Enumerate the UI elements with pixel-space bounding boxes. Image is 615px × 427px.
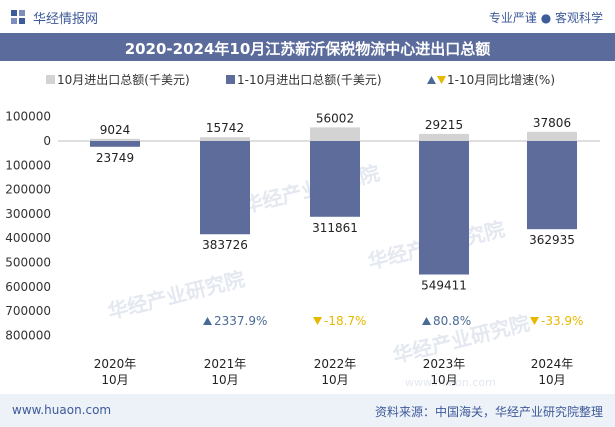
bar-cumulative: [419, 141, 469, 275]
legend-up-triangle-icon: [427, 76, 436, 84]
growth-up-triangle-icon: [203, 317, 212, 325]
brand-name: 华经情报网: [33, 12, 99, 27]
legend-label-growth: 1-10月同比增速(%): [447, 73, 555, 87]
bar-cumulative: [527, 141, 577, 230]
legend-label-month: 10月进出口总额(千美元): [57, 73, 190, 87]
data-label-month: 9024: [100, 123, 131, 137]
y-tick-label: 700000: [5, 304, 51, 318]
watermark-url: www.huaon.com: [405, 376, 496, 389]
chart-area: 华经产业研究院华经产业研究院华经产业研究院华经产业研究院www.huaon.co…: [5, 73, 600, 389]
bar-month: [419, 133, 469, 141]
data-label-month: 29215: [425, 118, 463, 132]
data-label-month: 15742: [206, 121, 244, 135]
y-tick-label: 800000: [5, 328, 51, 342]
data-label-cumulative: 549411: [421, 279, 467, 293]
legend-swatch-month: [46, 75, 55, 84]
y-tick-label: 100000: [5, 158, 51, 172]
y-tick-label: 100000: [5, 110, 51, 124]
data-label-month: 37806: [533, 116, 571, 130]
bar-cumulative: [200, 141, 250, 235]
data-label-cumulative: 362935: [529, 233, 575, 247]
footer-band: [0, 394, 615, 427]
growth-label: 80.8%: [433, 314, 471, 328]
growth-down-triangle-icon: [313, 317, 322, 325]
y-tick-label: 500000: [5, 256, 51, 270]
y-tick-label: 400000: [5, 231, 51, 245]
growth-up-triangle-icon: [422, 317, 431, 325]
y-tick-label: 600000: [5, 280, 51, 294]
title-band: [0, 33, 615, 61]
data-source: 资料来源：中国海关，华经产业研究院整理: [374, 405, 603, 419]
x-tick-label-month: 10月: [430, 373, 457, 387]
x-tick-label-month: 10月: [101, 373, 128, 387]
data-label-cumulative: 311861: [312, 221, 358, 235]
y-tick-label: 200000: [5, 183, 51, 197]
x-tick-label-year: 2023年: [423, 357, 466, 371]
growth-label: -33.9%: [541, 314, 583, 328]
x-tick-label-year: 2024年: [531, 357, 574, 371]
slogan: 专业严谨 ● 客观科学: [488, 11, 603, 25]
data-label-cumulative: 23749: [96, 151, 134, 165]
bar-month: [527, 131, 577, 141]
bar-month: [310, 127, 360, 141]
top-bar: 华经情报网 专业严谨 ● 客观科学: [0, 0, 615, 33]
legend-down-triangle-icon: [437, 76, 446, 84]
legend-label-cumulative: 1-10月进出口总额(千美元): [237, 73, 382, 87]
data-label-month: 56002: [316, 111, 354, 125]
x-tick-label-year: 2020年: [94, 357, 137, 371]
growth-label: -18.7%: [324, 314, 366, 328]
x-tick-label-year: 2021年: [204, 357, 247, 371]
chart-title: 2020-2024年10月江苏新沂保税物流中心进出口总额: [124, 40, 491, 58]
x-tick-label-year: 2022年: [314, 357, 357, 371]
bar-cumulative: [90, 141, 140, 147]
huajing-logo-icon: [11, 10, 25, 24]
bar-month: [200, 137, 250, 141]
growth-down-triangle-icon: [530, 317, 539, 325]
legend-swatch-cumulative: [226, 75, 235, 84]
y-tick-label: 0: [43, 134, 51, 148]
growth-label: 2337.9%: [214, 314, 267, 328]
data-label-cumulative: 383726: [202, 238, 248, 252]
site-url: www.huaon.com: [12, 403, 112, 417]
bar-cumulative: [310, 141, 360, 217]
x-tick-label-month: 10月: [538, 373, 565, 387]
x-tick-label-month: 10月: [321, 373, 348, 387]
x-tick-label-month: 10月: [211, 373, 238, 387]
y-tick-label: 300000: [5, 207, 51, 221]
bar-month: [90, 138, 140, 141]
